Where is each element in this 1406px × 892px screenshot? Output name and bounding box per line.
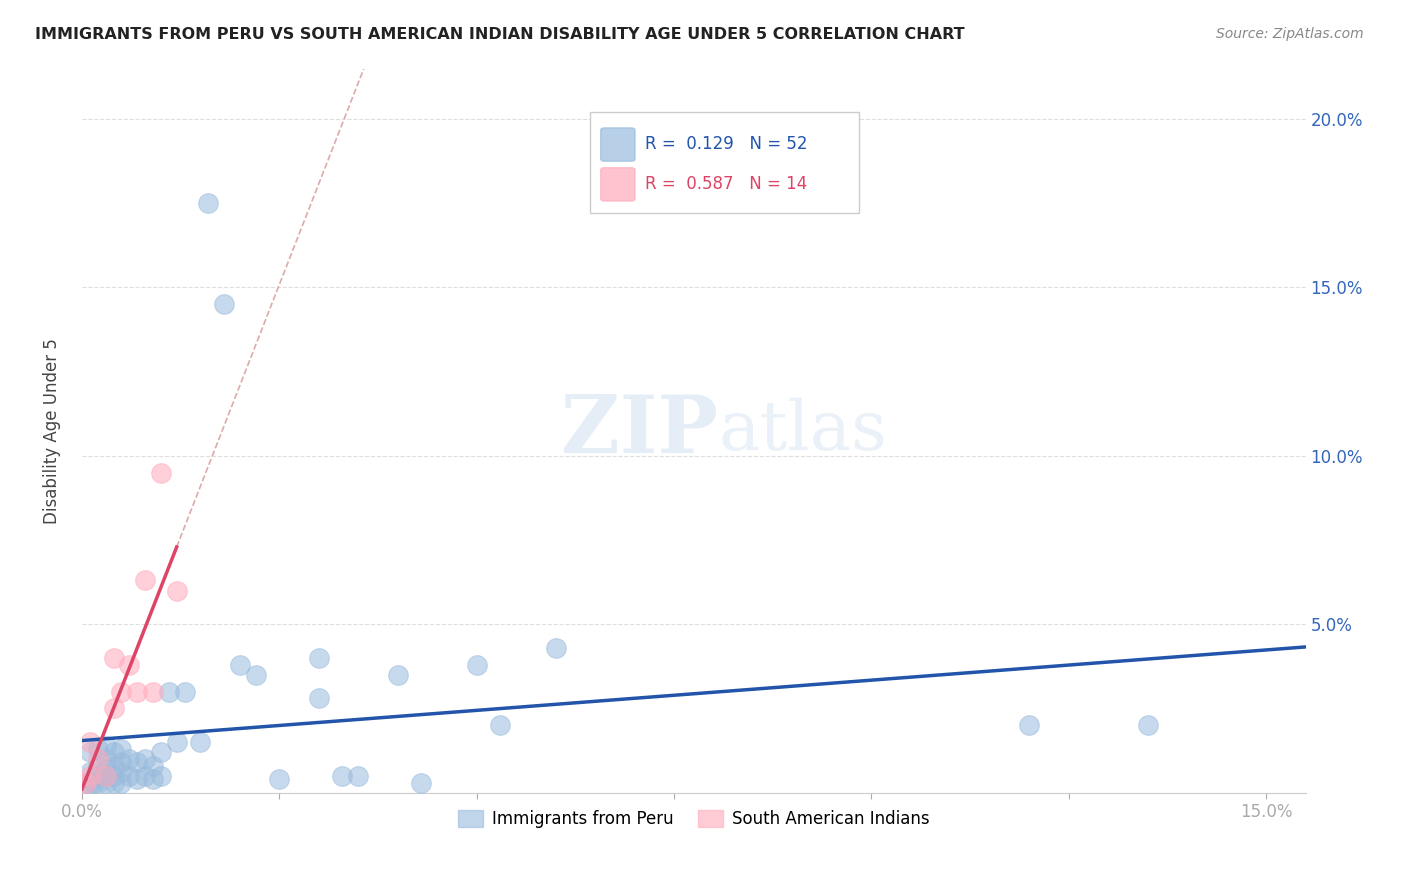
Point <box>75 775 97 789</box>
Point <box>1136 718 1159 732</box>
Point <box>308 651 330 665</box>
Point <box>269 772 291 787</box>
Text: ZIP: ZIP <box>561 392 718 469</box>
Point <box>411 775 433 789</box>
Point <box>544 640 567 655</box>
Point <box>103 769 125 783</box>
Point <box>142 772 165 787</box>
Point <box>212 297 235 311</box>
Point <box>166 583 188 598</box>
Point <box>87 758 110 772</box>
Point <box>142 758 165 772</box>
Text: Source: ZipAtlas.com: Source: ZipAtlas.com <box>1216 27 1364 41</box>
Point <box>110 765 132 780</box>
Point <box>465 657 488 672</box>
Point <box>134 752 156 766</box>
Point <box>110 775 132 789</box>
Point <box>94 762 117 776</box>
Point <box>347 769 370 783</box>
Point <box>173 684 195 698</box>
Point <box>118 752 141 766</box>
Text: R =  0.129   N = 52: R = 0.129 N = 52 <box>645 135 807 153</box>
Point <box>103 651 125 665</box>
Point <box>387 667 409 681</box>
Point <box>1018 718 1040 732</box>
Point <box>157 684 180 698</box>
Point <box>118 657 141 672</box>
Point <box>149 745 172 759</box>
Point <box>87 775 110 789</box>
Point <box>245 667 267 681</box>
Point <box>79 765 101 780</box>
FancyBboxPatch shape <box>600 168 636 201</box>
Point <box>79 745 101 759</box>
Point <box>489 718 512 732</box>
Point <box>110 756 132 770</box>
Point <box>87 742 110 756</box>
Point <box>94 769 117 783</box>
Point <box>110 742 132 756</box>
Point <box>103 758 125 772</box>
FancyBboxPatch shape <box>600 128 636 161</box>
Point <box>142 684 165 698</box>
Point <box>103 745 125 759</box>
Point <box>103 701 125 715</box>
Point <box>332 769 354 783</box>
FancyBboxPatch shape <box>589 112 859 213</box>
Point <box>83 775 105 789</box>
Point <box>229 657 252 672</box>
Point <box>79 735 101 749</box>
Point <box>87 752 110 766</box>
Point <box>94 775 117 789</box>
Text: atlas: atlas <box>718 398 887 464</box>
Point <box>308 691 330 706</box>
Point <box>190 735 212 749</box>
Text: R =  0.587   N = 14: R = 0.587 N = 14 <box>645 176 807 194</box>
Point <box>110 684 132 698</box>
Point <box>94 769 117 783</box>
Point <box>103 775 125 789</box>
Point <box>79 769 101 783</box>
Point <box>127 684 149 698</box>
Text: IMMIGRANTS FROM PERU VS SOUTH AMERICAN INDIAN DISABILITY AGE UNDER 5 CORRELATION: IMMIGRANTS FROM PERU VS SOUTH AMERICAN I… <box>35 27 965 42</box>
Y-axis label: Disability Age Under 5: Disability Age Under 5 <box>44 338 60 524</box>
Point <box>127 756 149 770</box>
Point <box>87 769 110 783</box>
Point <box>197 196 219 211</box>
Point <box>94 752 117 766</box>
Point <box>94 739 117 753</box>
Point <box>149 769 172 783</box>
Point <box>149 466 172 480</box>
Legend: Immigrants from Peru, South American Indians: Immigrants from Peru, South American Ind… <box>451 804 936 835</box>
Point <box>134 769 156 783</box>
Point <box>166 735 188 749</box>
Point <box>118 769 141 783</box>
Point <box>127 772 149 787</box>
Point <box>134 574 156 588</box>
Point <box>75 775 97 789</box>
Point <box>79 775 101 789</box>
